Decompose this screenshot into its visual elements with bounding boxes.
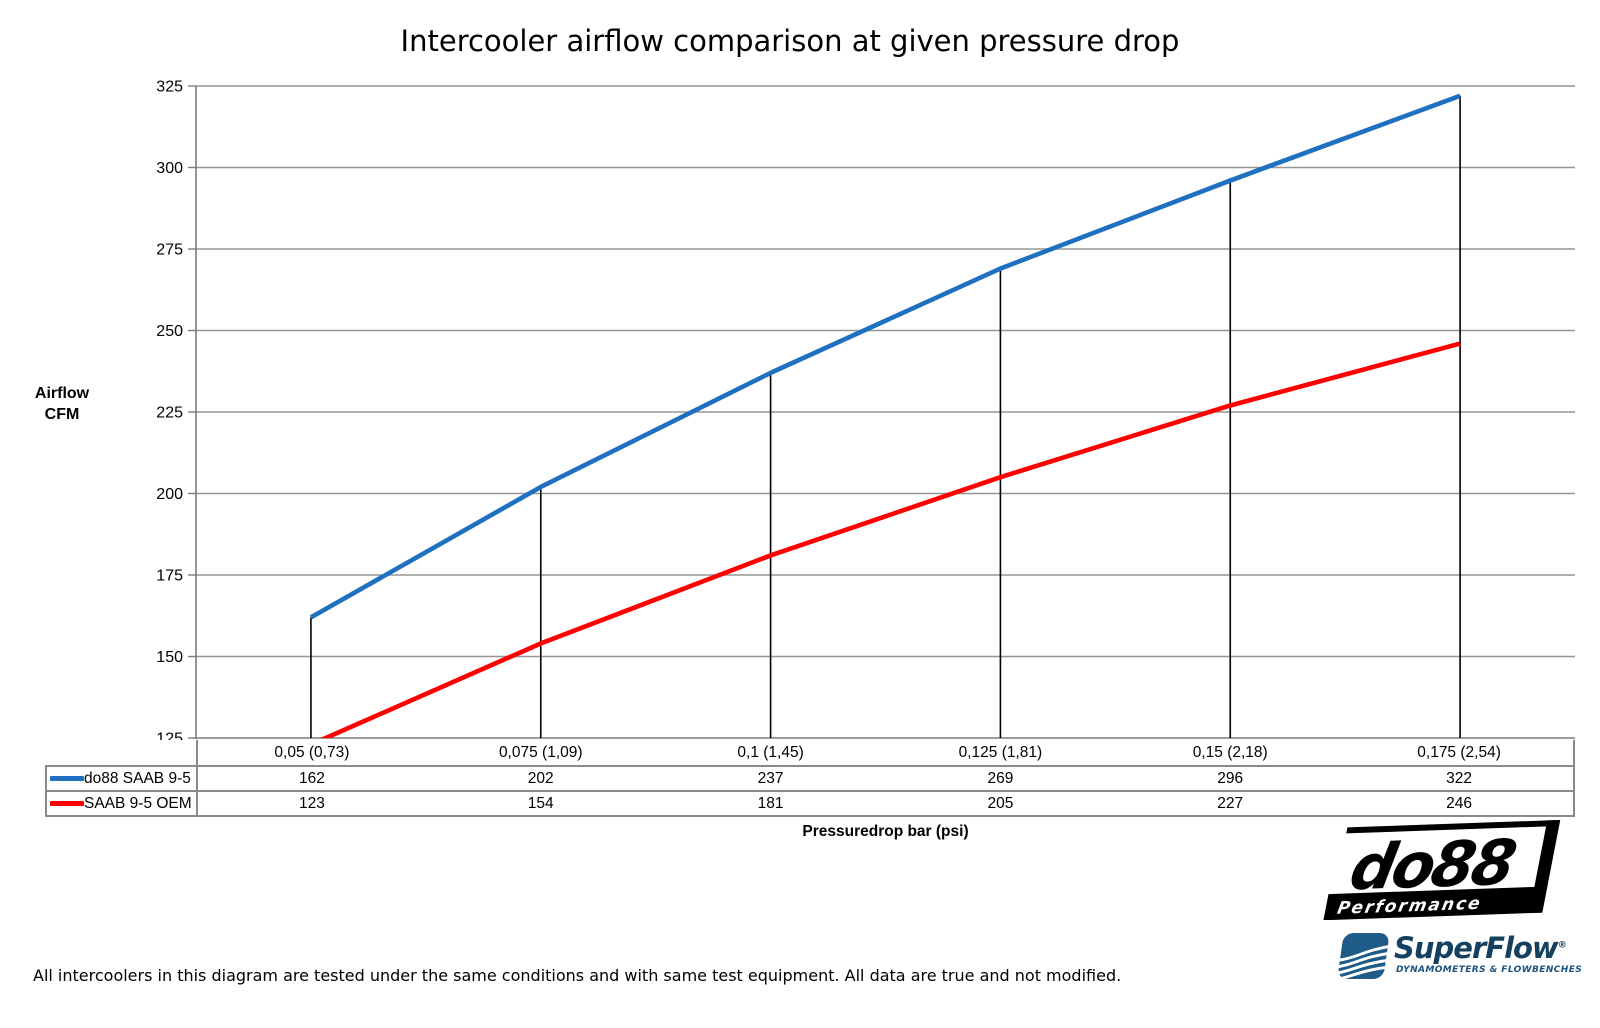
series-line-saab-9-5-oem [320,341,1461,738]
category-label-3: 0,1 (1,45) [655,740,886,767]
y-tick-label-300: 300 [156,160,183,177]
category-label-4: 0,125 (1,81) [885,740,1116,767]
chart-data-table: 0,05 (0,73) 0,075 (1,09) 0,1 (1,45) 0,125 (… [45,740,1575,817]
y-axis-title-line2: CFM [44,406,80,423]
category-label-5: 0,15 (2,18) [1115,740,1346,767]
legend-swatch-2 [50,801,84,806]
value-cell-do88-saab-9-5-5: 296 [1115,767,1346,792]
superflow-icon-square [1338,933,1389,979]
superflow-icon [1334,933,1392,983]
series-name-2: SAAB 9-5 OEM [84,794,192,812]
superflow-tagline: DYNAMOMETERS & FLOWBENCHES [1396,965,1583,975]
y-tick-label-325: 325 [156,79,183,96]
superflow-trademark: ® [1557,940,1567,951]
legend-cell-2: SAAB 9-5 OEM [45,792,196,817]
superflow-wave-3 [1335,951,1391,969]
table-corner-cell [45,740,196,767]
superflow-wave-2 [1334,958,1390,976]
value-cell-saab-9-5-oem-2: 154 [425,792,656,817]
superflow-icon-group [1334,933,1392,983]
value-cell-saab-9-5-oem-1: 123 [196,792,426,817]
do88-logo: do88 Performance [1323,819,1561,920]
superflow-logo: SuperFlow® DYNAMOMETERS & FLOWBENCHES [1334,929,1583,987]
do88-logo-group: do88 Performance [1323,819,1561,920]
chart-title: Intercooler airflow comparison at given … [400,24,1180,58]
y-tick-label-250: 250 [156,323,183,340]
value-cell-saab-9-5-oem-5: 227 [1115,792,1346,817]
value-cell-saab-9-5-oem-6: 246 [1345,792,1575,817]
category-label-1: 0,05 (0,73) [196,740,426,767]
value-cell-do88-saab-9-5-1: 162 [196,767,426,792]
value-cell-do88-saab-9-5-3: 237 [655,767,886,792]
x-axis-title: Pressuredrop bar (psi) [802,823,969,840]
do88-logo-top-line [1346,819,1560,834]
y-tick-label-275: 275 [156,242,183,259]
value-cell-do88-saab-9-5-4: 269 [885,767,1116,792]
y-tick-label-150: 150 [156,649,183,666]
y-axis-title-line1: Airflow [34,385,90,402]
legend-swatch-1 [50,776,84,781]
y-tick-label-225: 225 [156,405,183,422]
superflow-wordmark: SuperFlow [1394,931,1559,965]
series-name-1: do88 SAAB 9-5 [84,769,191,787]
category-label-2: 0,075 (1,09) [425,740,656,767]
y-tick-label-175: 175 [156,568,183,585]
value-cell-do88-saab-9-5-2: 202 [425,767,656,792]
series-line-do88-saab-9-5 [309,93,1461,620]
y-axis-title: Airflow CFM [22,383,102,425]
category-label-6: 0,175 (2,54) [1345,740,1575,767]
value-cell-saab-9-5-oem-4: 205 [885,792,1116,817]
do88-logo-bottom-bar [1323,886,1548,920]
value-cell-do88-saab-9-5-6: 322 [1345,767,1575,792]
value-cell-saab-9-5-oem-3: 181 [655,792,886,817]
footnote: All intercoolers in this diagram are tes… [33,966,1122,985]
superflow-logo-text: SuperFlow® [1394,931,1567,965]
y-tick-label-200: 200 [156,486,183,503]
superflow-wave-4 [1339,944,1392,962]
legend-cell-1: do88 SAAB 9-5 [45,767,196,792]
superflow-wave-1 [1334,965,1389,983]
